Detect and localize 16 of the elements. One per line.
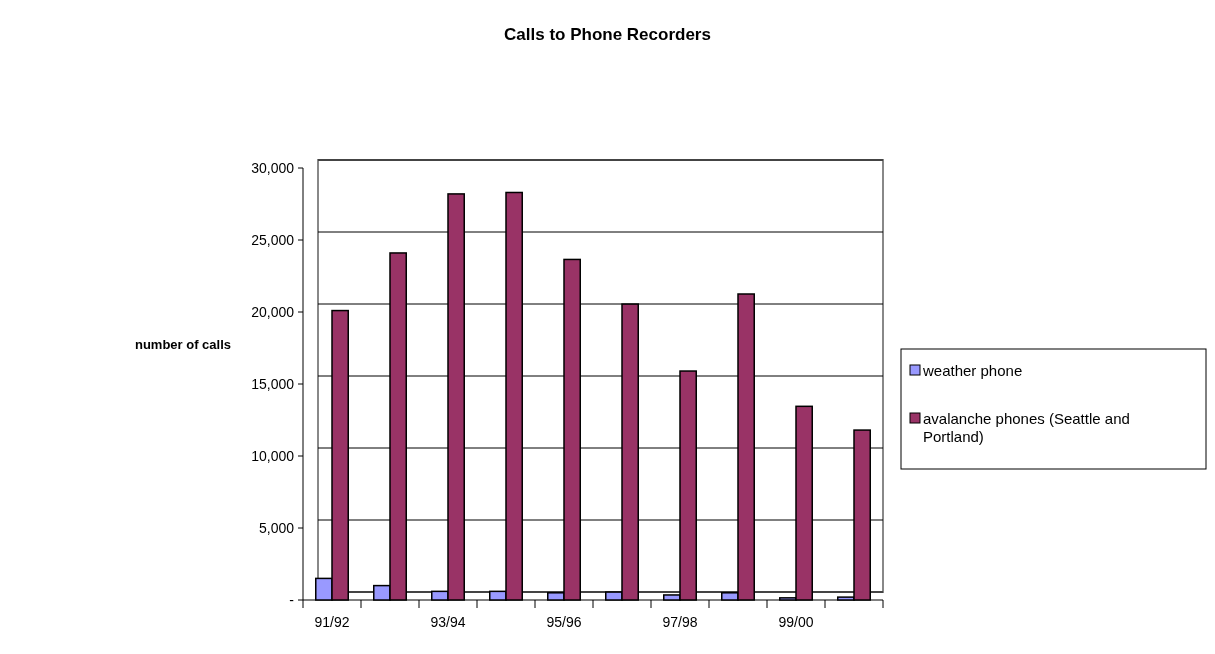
y-tick-label: - (289, 592, 295, 608)
y-tick-label: 5,000 (258, 520, 295, 536)
legend-label: avalanche phones (Seattle and Portland) (923, 410, 1130, 445)
chart-title: Calls to Phone Recorders (504, 25, 711, 44)
y-tick-label: 10,000 (251, 448, 295, 464)
y-tick-label: 30,000 (251, 160, 295, 176)
x-tick-label: 91/92 (314, 614, 350, 630)
y-tick-label: 20,000 (251, 304, 295, 320)
y-axis-title: number of calls (134, 337, 232, 353)
y-tick-label: 15,000 (251, 376, 295, 392)
legend-label: weather phone (922, 362, 1023, 379)
x-tick-label: 95/96 (546, 614, 582, 630)
x-tick-label: 97/98 (662, 614, 698, 630)
y-tick-label: 25,000 (251, 232, 295, 248)
x-tick-label: 93/94 (430, 614, 466, 630)
x-tick-label: 99/00 (778, 614, 814, 630)
